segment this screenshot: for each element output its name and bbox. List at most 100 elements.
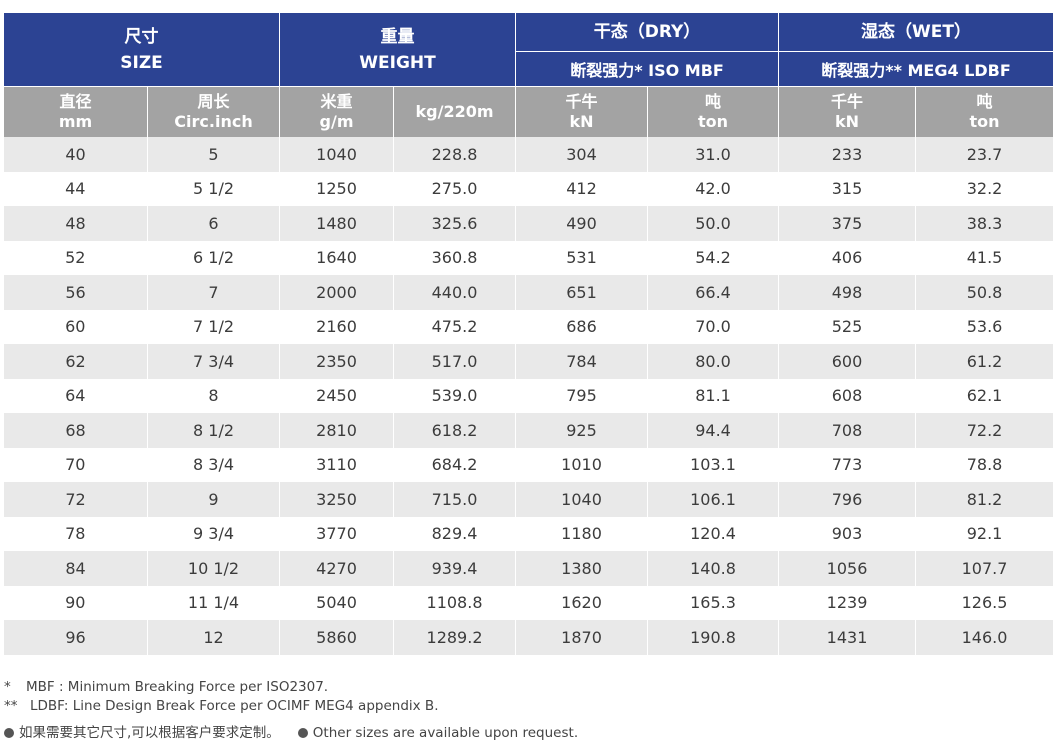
table-cell: 23.7 — [915, 137, 1055, 172]
size-header-cn: 尺寸 — [124, 26, 159, 47]
footnote-mark-double: ** — [4, 698, 18, 714]
table-cell: 7 1/2 — [146, 309, 281, 344]
table-row: 68 8 1/2 2810 618.2 925 94.4 708 72.2 — [3, 413, 1055, 448]
rope-spec-table: 尺寸 SIZE 重量 WEIGHT 干态（DRY） 湿态（WET） 断裂强力* … — [2, 12, 1055, 655]
table-cell: 78 — [3, 516, 148, 551]
table-cell: 686 — [515, 309, 649, 344]
column-header-unit: ton — [969, 112, 1000, 131]
table-cell: 5860 — [279, 620, 395, 655]
table-cell: 360.8 — [393, 240, 517, 275]
table-cell: 81.2 — [915, 482, 1055, 517]
table-cell: 78.8 — [915, 447, 1055, 482]
table-row: 70 8 3/4 3110 684.2 1010 103.1 773 78.8 — [3, 447, 1055, 482]
footnote-ldbf-text: LDBF: Line Design Break Force per OCIMF … — [30, 698, 439, 714]
table-cell: 96 — [3, 620, 148, 655]
bullet-dot-icon — [297, 728, 308, 738]
table-cell: 939.4 — [393, 551, 517, 586]
table-cell: 1380 — [515, 551, 649, 586]
table-cell: 81.1 — [647, 378, 780, 413]
table-cell: 8 1/2 — [146, 413, 281, 448]
table-cell: 375 — [778, 206, 917, 241]
table-cell: 41.5 — [915, 240, 1055, 275]
table-cell: 5 1/2 — [146, 171, 281, 206]
table-cell: 84 — [3, 551, 148, 586]
table-cell: 70 — [3, 447, 148, 482]
table-cell: 2350 — [279, 344, 395, 379]
table-row: 56 7 2000 440.0 651 66.4 498 50.8 — [3, 275, 1055, 310]
table-cell: 44 — [3, 171, 148, 206]
table-cell: 64 — [3, 378, 148, 413]
table-cell: 140.8 — [647, 551, 780, 586]
table-cell: 10 1/2 — [146, 551, 281, 586]
table-cell: 600 — [778, 344, 917, 379]
table-cell: 608 — [778, 378, 917, 413]
table-row: 96 12 5860 1289.2 1870 190.8 1431 146.0 — [3, 620, 1055, 655]
column-header-unit: kN — [569, 112, 594, 131]
column-header: 直径 mm — [3, 86, 148, 137]
table-cell: 32.2 — [915, 171, 1055, 206]
dry-sub-header: 断裂强力* ISO MBF — [515, 51, 780, 87]
table-cell: 103.1 — [647, 447, 780, 482]
table-cell: 539.0 — [393, 378, 517, 413]
table-cell: 233 — [778, 137, 917, 172]
table-cell: 498 — [778, 275, 917, 310]
table-row: 40 5 1040 228.8 304 31.0 233 23.7 — [3, 137, 1055, 172]
column-header-label: 千牛 — [565, 92, 598, 111]
column-header: 吨 ton — [647, 86, 780, 137]
table-cell: 531 — [515, 240, 649, 275]
table-cell: 3770 — [279, 516, 395, 551]
table-cell: 773 — [778, 447, 917, 482]
table-cell: 5 — [146, 137, 281, 172]
table-cell: 1640 — [279, 240, 395, 275]
table-cell: 1250 — [279, 171, 395, 206]
footnotes: * MBF : Minimum Breaking Force per ISO230… — [4, 678, 578, 743]
table-cell: 9 — [146, 482, 281, 517]
column-header: 千牛 kN — [778, 86, 917, 137]
table-cell: 54.2 — [647, 240, 780, 275]
table-cell: 651 — [515, 275, 649, 310]
table-cell: 829.4 — [393, 516, 517, 551]
table-cell: 275.0 — [393, 171, 517, 206]
table-cell: 106.1 — [647, 482, 780, 517]
table-cell: 190.8 — [647, 620, 780, 655]
column-header-unit: kN — [835, 112, 860, 131]
table-cell: 60 — [3, 309, 148, 344]
table-row: 72 9 3250 715.0 1040 106.1 796 81.2 — [3, 482, 1055, 517]
table-cell: 1480 — [279, 206, 395, 241]
table-cell: 315 — [778, 171, 917, 206]
table-row: 44 5 1/2 1250 275.0 412 42.0 315 32.2 — [3, 171, 1055, 206]
column-header-unit: g/m — [319, 112, 354, 131]
footnote-mbf-text: MBF : Minimum Breaking Force per ISO2307… — [26, 679, 329, 695]
table-cell: 795 — [515, 378, 649, 413]
table-cell: 440.0 — [393, 275, 517, 310]
column-header-label: 直径 — [59, 92, 92, 111]
table-cell: 90 — [3, 585, 148, 620]
table-cell: 62.1 — [915, 378, 1055, 413]
table-cell: 68 — [3, 413, 148, 448]
table-cell: 406 — [778, 240, 917, 275]
table-cell: 61.2 — [915, 344, 1055, 379]
table-cell: 31.0 — [647, 137, 780, 172]
table-cell: 70.0 — [647, 309, 780, 344]
table-cell: 146.0 — [915, 620, 1055, 655]
table-cell: 903 — [778, 516, 917, 551]
table-cell: 126.5 — [915, 585, 1055, 620]
table-cell: 6 — [146, 206, 281, 241]
table-cell: 325.6 — [393, 206, 517, 241]
table-cell: 1040 — [515, 482, 649, 517]
table-row: 78 9 3/4 3770 829.4 1180 120.4 903 92.1 — [3, 516, 1055, 551]
table-cell: 120.4 — [647, 516, 780, 551]
column-header: 周长 Circ.inch — [146, 86, 281, 137]
table-cell: 6 1/2 — [146, 240, 281, 275]
column-header-label: 吨 — [976, 92, 993, 111]
table-cell: 66.4 — [647, 275, 780, 310]
column-header: 米重 g/m — [279, 86, 395, 137]
footnote-mark-single: * — [4, 679, 11, 695]
column-header-label: kg/220m — [415, 102, 494, 121]
table-cell: 40 — [3, 137, 148, 172]
table-cell: 56 — [3, 275, 148, 310]
table-cell: 475.2 — [393, 309, 517, 344]
table-cell: 715.0 — [393, 482, 517, 517]
column-header-unit: Circ.inch — [174, 112, 253, 131]
table-cell: 62 — [3, 344, 148, 379]
